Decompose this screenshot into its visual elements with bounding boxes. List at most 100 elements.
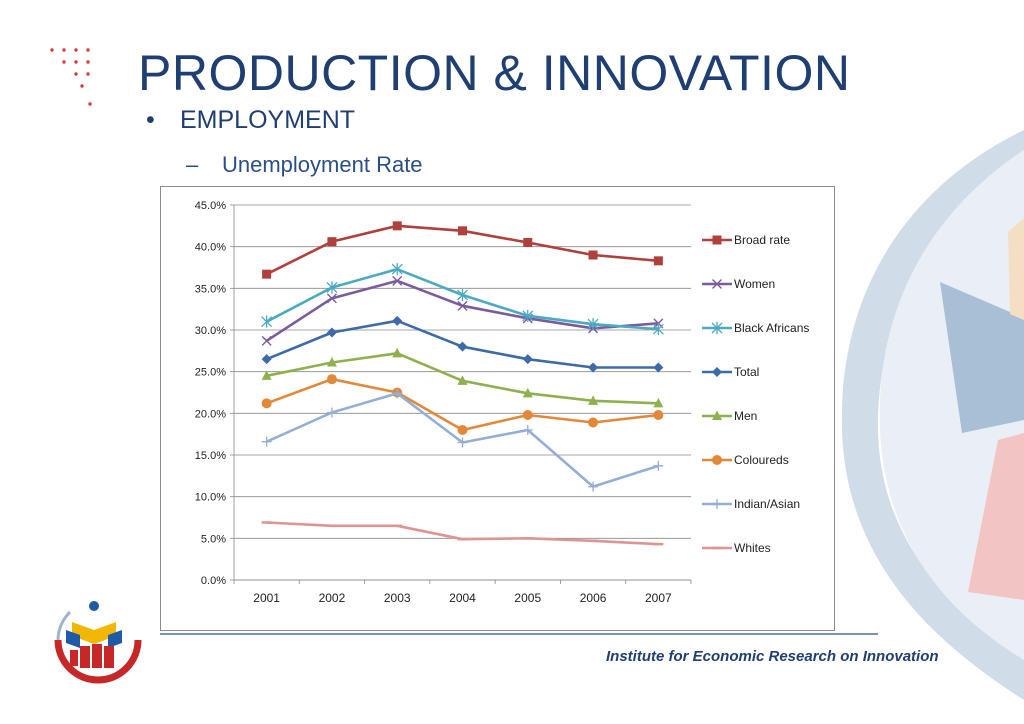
series-line [266,377,659,432]
legend-label: Men [734,409,757,423]
series-line [266,521,659,546]
data-point [457,437,468,448]
subbullet-unemployment: – Unemployment Rate [186,152,423,178]
data-point [588,481,599,492]
data-point [588,362,599,373]
legend-marker [712,455,722,465]
footer-institute-name: Institute for Economic Research on Innov… [606,648,939,665]
y-tick-label: 45.0% [195,200,226,212]
data-point [327,237,337,247]
legend-label: Broad rate [734,233,790,247]
data-point [392,315,403,326]
x-tick-label: 2004 [449,591,476,605]
y-tick-label: 0.0% [201,575,226,587]
data-point [653,397,664,408]
data-point [522,387,533,398]
data-point [588,395,599,405]
series-men [261,347,664,408]
legend-item: Black Africans [702,321,809,335]
legend-marker [712,367,722,377]
data-point [392,275,403,286]
data-point [326,281,338,294]
data-point [522,410,533,420]
legend-item: Coloureds [702,453,789,467]
data-point [326,327,337,338]
series-black-africans [261,263,664,336]
page-title: PRODUCTION & INNOVATION [138,45,851,101]
legend-marker [711,322,723,334]
bullet-employment: • EMPLOYMENT [146,106,355,135]
institute-logo-icon [54,601,142,684]
x-tick-label: 2001 [253,591,280,605]
subbullet-mark: – [186,152,199,177]
legend-label: Coloureds [734,453,789,467]
data-point [653,362,664,373]
y-tick-label: 10.0% [195,492,226,504]
data-point [522,354,533,365]
data-point [261,315,273,328]
legend-item: Total [702,365,759,379]
series-whites [261,521,664,546]
y-tick-label: 5.0% [201,533,226,545]
legend-item: Women [702,277,775,291]
y-tick-label: 30.0% [195,325,226,337]
data-point [457,341,468,352]
series-women [261,275,664,346]
data-point [392,388,403,399]
data-point [588,417,599,428]
data-point [326,357,337,367]
data-point [261,370,272,380]
data-point [392,347,403,358]
data-point [326,407,337,418]
data-point [457,375,468,385]
legend-item: Whites [702,541,771,555]
legend-item: Men [702,409,757,423]
data-point [457,300,468,311]
arc-shapes-decoration [841,130,1024,700]
data-point [262,269,272,279]
data-point [392,221,402,231]
x-tick-label: 2006 [580,591,607,605]
data-point [522,309,534,322]
legend-item: Indian/Asian [702,497,800,511]
bullet-mark: • [146,106,155,134]
data-point [261,354,272,365]
data-point [587,318,599,331]
data-point [458,226,467,236]
x-tick-label: 2007 [645,591,672,605]
data-point [261,436,272,447]
y-tick-label: 15.0% [195,450,226,462]
legend-marker [712,499,722,509]
dot-pattern-icon [50,48,92,106]
legend-label: Total [734,365,759,379]
subbullet-text: Unemployment Rate [222,152,423,177]
data-point [588,250,598,260]
legend-label: Whites [734,541,771,555]
series-total [261,315,664,373]
chart-frame: 0.0% 5.0% 10.0% 15.0% 20.0% 25.0% 30.0% 35.0% 40… [160,186,835,631]
x-tick-label: 2002 [319,591,346,605]
series-coloureds [261,374,664,435]
data-point [326,293,337,304]
data-point [457,425,468,435]
data-point [652,323,664,336]
data-point [261,398,272,409]
x-tick-label: 2005 [514,591,541,605]
series-broad-rate [262,221,663,279]
legend-marker [712,279,722,289]
data-point [523,238,533,247]
y-tick-label: 25.0% [195,367,226,379]
legend-marker [712,410,722,420]
legend-marker [712,235,722,245]
data-point [261,335,272,346]
y-tick-label: 20.0% [195,408,226,420]
data-point [522,425,533,435]
x-tick-label: 2003 [384,591,411,605]
series-indian-asian [261,388,664,492]
bullet-text: EMPLOYMENT [180,106,356,134]
legend-label: Women [734,277,775,291]
data-point [326,374,337,385]
y-tick-label: 35.0% [195,283,226,295]
legend-item: Broad rate [702,233,790,247]
